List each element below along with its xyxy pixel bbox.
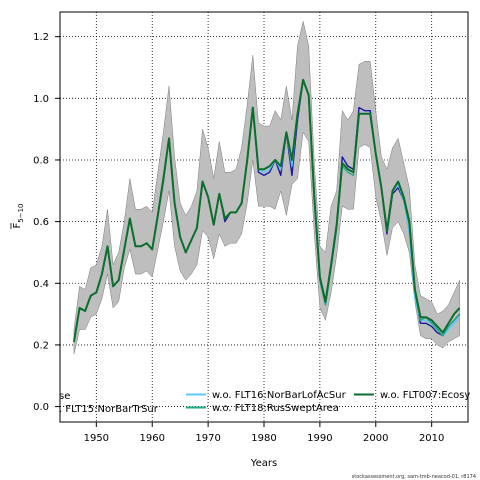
svg-text:F5−10: F5−10 — [12, 204, 25, 229]
series-lines — [72, 78, 461, 343]
legend-label-0: w.o. FLT16:NorBarLofAcSur — [212, 390, 347, 401]
y-axis-title: F5−10 — [10, 204, 25, 229]
y-axis-title-main: F — [12, 223, 23, 229]
x-tick-label: 2010 — [419, 433, 444, 444]
x-tick-label: 1990 — [307, 433, 332, 444]
x-axis-title: Years — [250, 458, 277, 469]
y-tick-label: 0.8 — [33, 155, 49, 166]
x-tick-label: 1950 — [84, 433, 109, 444]
legend-label-2: w.o. FLT007:Ecosy — [380, 390, 470, 401]
y-tick-label: 0.4 — [33, 279, 49, 290]
x-tick-label: 2000 — [363, 433, 388, 444]
y-tick-label: 0.6 — [33, 217, 49, 228]
y-tick-label: 0.2 — [33, 340, 49, 351]
legend-partial-1: se — [59, 391, 70, 402]
y-axis-title-sub: 5−10 — [17, 204, 25, 223]
y-axis: 0.0 0.2 0.4 0.6 0.8 1.0 1.2 — [33, 32, 60, 413]
confidence-band — [73, 21, 460, 355]
y-tick-label: 0.0 — [33, 402, 49, 413]
series-line-3 — [72, 78, 461, 343]
legend-label-1: w.o. FLT18:RusSweptArea — [212, 403, 339, 414]
legend-partial-2: . FLT15:NorBarTrSur — [59, 404, 159, 415]
y-tick-label: 1.0 — [33, 94, 49, 105]
y-tick-label: 1.2 — [33, 32, 49, 43]
x-tick-label: 1970 — [195, 433, 220, 444]
x-tick-label: 1960 — [139, 433, 164, 444]
x-axis: 1950 1960 1970 1980 1990 2000 2010 — [84, 422, 444, 444]
footer-text: stockassessment.org, sam-tmb-neacod-01, … — [352, 474, 476, 480]
legend: se . FLT15:NorBarTrSur w.o. FLT16:NorBar… — [59, 390, 470, 415]
x-tick-label: 1980 — [251, 433, 276, 444]
